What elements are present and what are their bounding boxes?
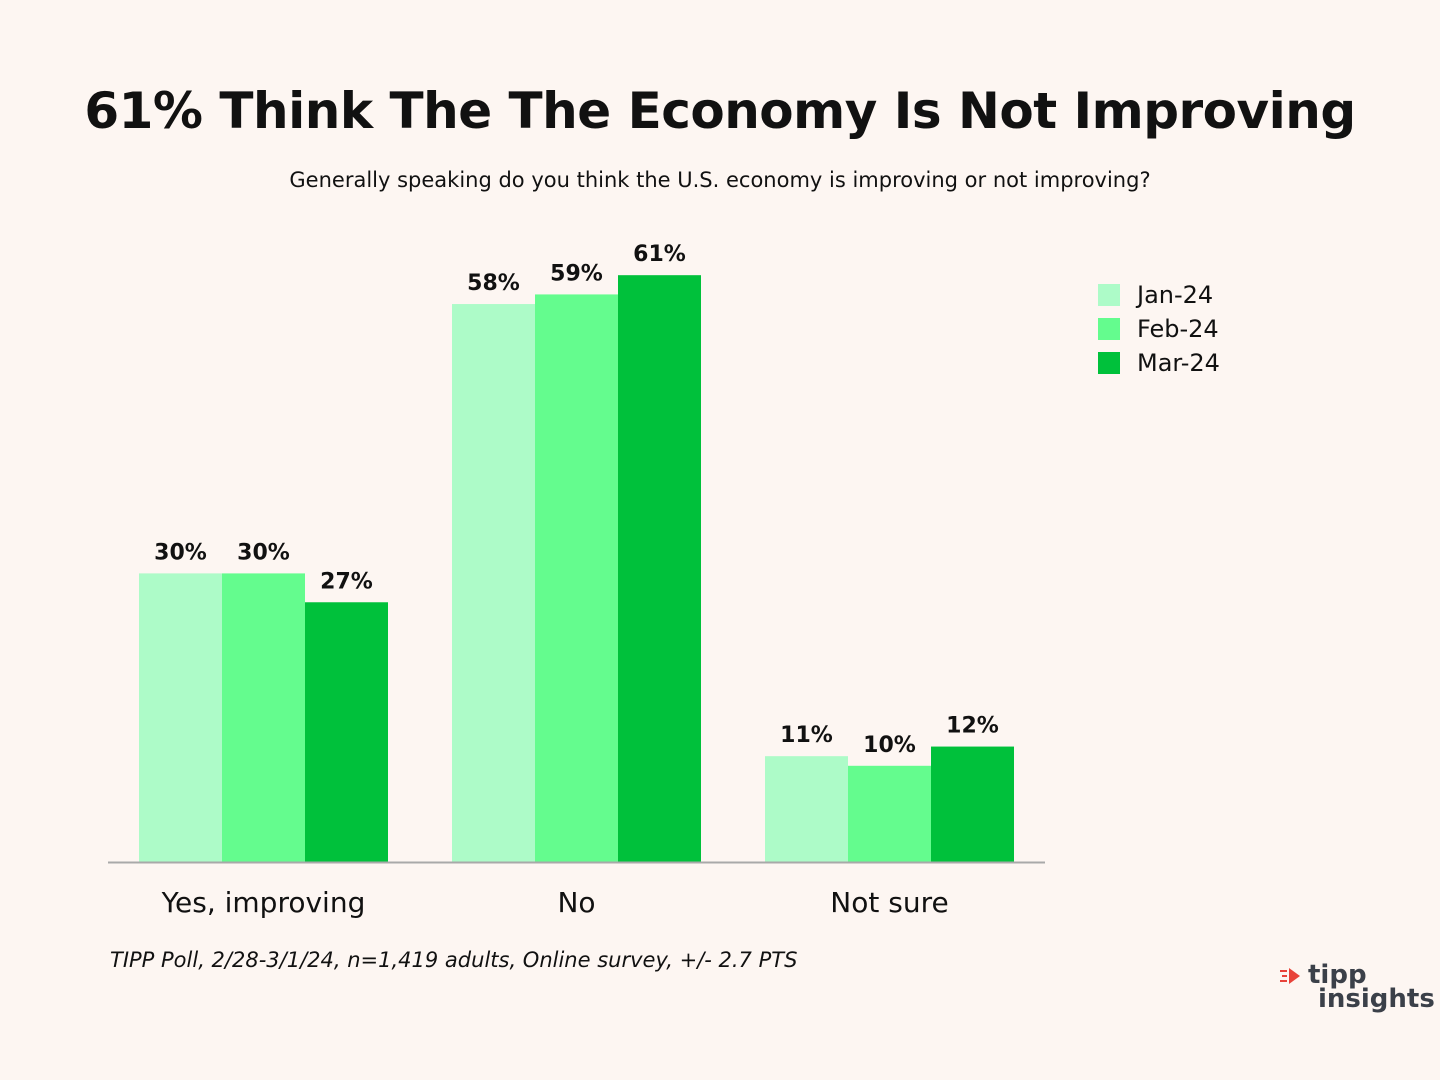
legend-item-mar: Mar-24 <box>1098 346 1220 380</box>
legend-item-feb: Feb-24 <box>1098 312 1220 346</box>
chart-subtitle: Generally speaking do you think the U.S.… <box>289 168 1151 192</box>
bar-3-2 <box>848 765 931 862</box>
bar-1-3 <box>305 602 388 862</box>
legend-label-mar: Mar-24 <box>1137 349 1220 377</box>
category-label-1: Yes, improving <box>161 886 366 919</box>
data-label-3-1: 11% <box>780 723 833 748</box>
bar-3-1 <box>765 756 848 862</box>
bar-1-2 <box>222 573 305 862</box>
legend-swatch-jan <box>1098 284 1120 306</box>
chart-title: 61% Think The The Economy Is Not Improvi… <box>84 82 1356 140</box>
data-label-3-2: 10% <box>863 733 916 758</box>
source-note: TIPP Poll, 2/28-3/1/24, n=1,419 adults, … <box>110 948 798 972</box>
data-label-2-2: 59% <box>550 261 603 286</box>
logo-word-tipp: tipp <box>1308 960 1367 990</box>
bar-2-3 <box>618 275 701 862</box>
data-label-3-3: 12% <box>946 714 999 739</box>
bar-1-1 <box>139 573 222 862</box>
bar-2-1 <box>452 304 535 862</box>
data-label-1-1: 30% <box>154 540 207 565</box>
category-label-3: Not sure <box>830 886 948 919</box>
category-label-2: No <box>557 886 595 919</box>
data-label-2-3: 61% <box>633 242 686 267</box>
data-label-1-3: 27% <box>320 569 373 594</box>
logo-word-insights: insights <box>1318 984 1435 1014</box>
legend-item-jan: Jan-24 <box>1098 278 1220 312</box>
legend-swatch-feb <box>1098 318 1120 340</box>
data-label-2-1: 58% <box>467 271 520 296</box>
bar-2-2 <box>535 294 618 862</box>
legend-swatch-mar <box>1098 352 1120 374</box>
data-label-1-2: 30% <box>237 540 290 565</box>
legend: Jan-24 Feb-24 Mar-24 <box>1098 278 1220 380</box>
legend-label-jan: Jan-24 <box>1137 281 1214 309</box>
bar-3-3 <box>931 746 1014 862</box>
logo-arrow-icon <box>1280 968 1300 984</box>
tipp-insights-logo: tipp insights <box>1280 960 1435 1022</box>
legend-label-feb: Feb-24 <box>1137 315 1219 343</box>
